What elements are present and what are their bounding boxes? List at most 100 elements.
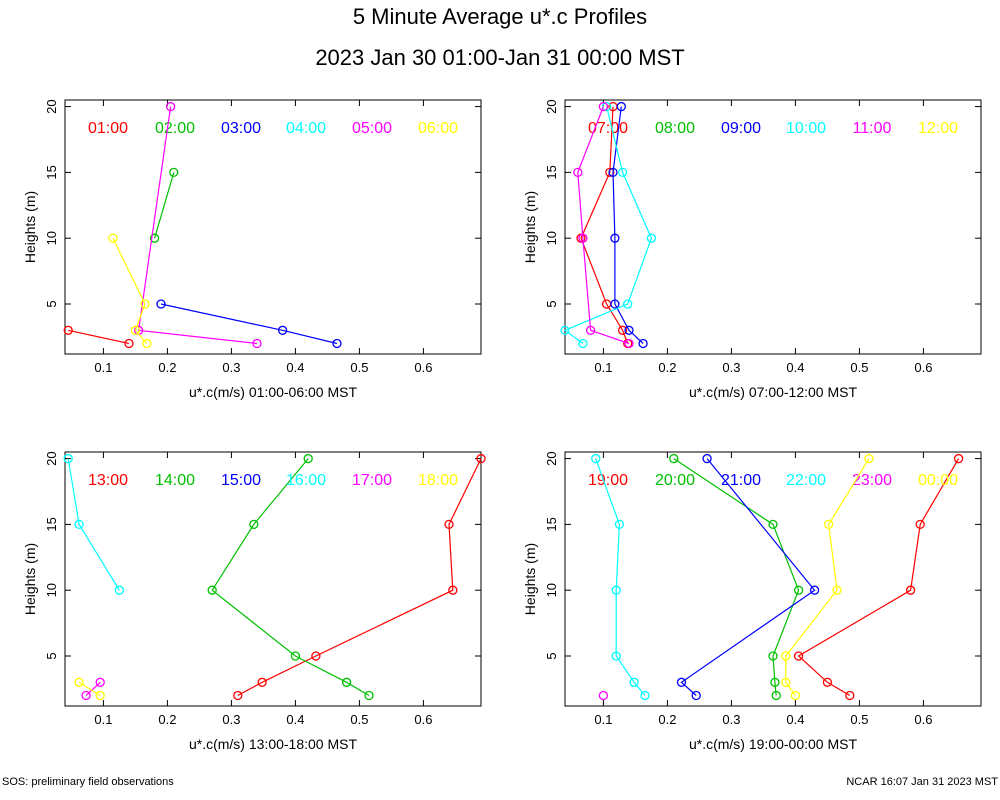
- panel-3-data-point: [233, 690, 243, 701]
- panel-2-data-point: [617, 325, 628, 335]
- panel-2-series-line: [577, 106, 630, 345]
- panel-3-legend-item: 15:00: [221, 472, 261, 489]
- panel-4-data-point: [591, 453, 601, 464]
- panel-4-y-tick-label: 15: [544, 517, 559, 531]
- panel-4-data-point: [611, 651, 621, 661]
- panel-2-data-point: [616, 101, 626, 112]
- panel-3-data-point: [341, 677, 352, 687]
- panel-1-y-tick-label: 20: [44, 99, 59, 113]
- panel-2-data-point: [601, 101, 612, 112]
- panel-4-data-point: [824, 519, 834, 530]
- panel-3-x-tick-label: 0.5: [350, 712, 368, 727]
- panel-3-x-tick-label: 0.6: [414, 712, 432, 727]
- panel-1-legend-item: 05:00: [352, 120, 392, 137]
- panel-3-x-axis-label: u*.c(m/s) 13:00-18:00 MST: [189, 736, 358, 752]
- panel-4-x-tick-label: 0.6: [914, 712, 932, 727]
- panel-1-data-point: [142, 338, 152, 349]
- panel-4-plot-frame: [564, 451, 982, 707]
- panel-2-data-point: [608, 167, 618, 178]
- panel-3-data-point: [303, 453, 313, 464]
- panel-1-data-point: [169, 167, 179, 178]
- panel-4-data-point: [669, 453, 679, 464]
- panel-3-data-point: [364, 690, 374, 701]
- panel-3-series-line: [237, 458, 482, 697]
- panel-4-y-tick-label: 5: [544, 652, 559, 659]
- panel-4-data-point: [793, 585, 804, 595]
- panel-4-data-point: [768, 519, 778, 530]
- panel-1-y-tick-label: 15: [44, 165, 59, 179]
- panel-1-x-tick-label: 0.2: [158, 360, 176, 375]
- panel-3-plot-frame: [64, 451, 482, 707]
- panel-4-data-point: [629, 677, 639, 687]
- panel-1-x-axis-label: u*.c(m/s) 01:00-06:00 MST: [189, 384, 358, 400]
- panel-1-y-tick-label: 5: [44, 300, 59, 307]
- panel-1-y-tick-label: 10: [44, 231, 59, 245]
- panel-1-legend-item: 06:00: [418, 120, 458, 137]
- panel-4-legend-item: 23:00: [852, 472, 892, 489]
- panel-4-series-line: [797, 458, 960, 697]
- panel-2-data-point: [624, 325, 634, 335]
- panel-2-x-tick-label: 0.3: [722, 360, 740, 375]
- panel-1-data-point: [277, 325, 288, 335]
- panel-4-series-line: [673, 458, 800, 696]
- panel-2-legend-item: 11:00: [853, 120, 892, 137]
- panel-1-x-tick-label: 0.4: [286, 360, 304, 375]
- panel-3-data-point: [311, 651, 321, 661]
- panel-2-y-tick-label: 10: [544, 231, 559, 245]
- panel-2-y-tick-label: 5: [544, 300, 559, 307]
- panel-2-x-tick-label: 0.6: [914, 360, 932, 375]
- panel-3-data-point: [257, 677, 267, 687]
- panel-1-data-point: [156, 299, 166, 309]
- panel-3-data-point: [114, 585, 125, 595]
- panel-4-x-tick-label: 0.5: [850, 712, 868, 727]
- panel-1-series-line: [137, 106, 258, 345]
- panel-2-y-tick-label: 20: [544, 99, 559, 113]
- panel-2-x-tick-label: 0.5: [850, 360, 868, 375]
- panel-4-series-line: [680, 458, 816, 696]
- panel-2-data-point: [560, 325, 570, 335]
- panel-4-data-point: [691, 690, 701, 701]
- panel-3-y-tick-label: 10: [44, 583, 59, 597]
- panel-4-data-point: [770, 677, 780, 687]
- panel-4-data-point: [915, 519, 925, 530]
- panel-2-plot-frame: [564, 99, 982, 355]
- panel-2-x-tick-label: 0.4: [786, 360, 804, 375]
- panel-2-data-point: [638, 338, 648, 349]
- panel-1-x-tick-label: 0.1: [94, 360, 112, 375]
- panel-4-legend-item: 22:00: [786, 472, 826, 489]
- panel-2-data-point: [578, 338, 588, 349]
- chart-title: 5 Minute Average u*.c Profiles: [352, 4, 648, 29]
- panel-3-series-line: [85, 681, 101, 696]
- panel-4-data-point: [768, 651, 778, 661]
- panel-3-legend-item: 14:00: [155, 472, 195, 489]
- panel-2-data-point: [578, 233, 588, 243]
- panel-2-x-tick-label: 0.2: [658, 360, 676, 375]
- panel-4-x-tick-label: 0.1: [594, 712, 612, 727]
- panel-3-y-tick-label: 20: [44, 451, 59, 465]
- panel-3-data-point: [95, 677, 105, 687]
- panel-4-legend-item: 20:00: [655, 472, 695, 489]
- panel-2-series-line: [612, 106, 644, 344]
- panel-2-legend-item: 07:00: [588, 120, 628, 137]
- panel-2-legend-item: 12:00: [918, 120, 958, 137]
- panel-2-x-tick-label: 0.1: [594, 360, 612, 375]
- panel-4-legend-item: 21:00: [721, 472, 761, 489]
- panel-4-x-tick-label: 0.4: [786, 712, 804, 727]
- panel-4-x-tick-label: 0.2: [658, 712, 676, 727]
- panel-4-legend-item: 19:00: [588, 472, 628, 489]
- panel-3-data-point: [249, 519, 259, 530]
- panel-1-data-point: [63, 325, 73, 335]
- panel-3-data-point: [74, 519, 84, 530]
- panel-1-data-point: [165, 101, 176, 112]
- panel-3-x-tick-label: 0.3: [222, 712, 240, 727]
- panel-4-legend-item: 00:00: [918, 472, 958, 489]
- panel-1-plot-frame: [64, 99, 482, 355]
- panel-2-y-axis-label: Heights (m): [522, 191, 538, 263]
- panel-3-data-point: [448, 585, 458, 595]
- panel-2-data-point: [585, 325, 596, 335]
- panel-4-data-point: [953, 453, 964, 464]
- panel-2-series-line: [580, 106, 629, 344]
- panel-2-data-point: [624, 338, 634, 349]
- panel-2-data-point: [646, 233, 657, 243]
- panel-3-legend-item: 18:00: [418, 472, 458, 489]
